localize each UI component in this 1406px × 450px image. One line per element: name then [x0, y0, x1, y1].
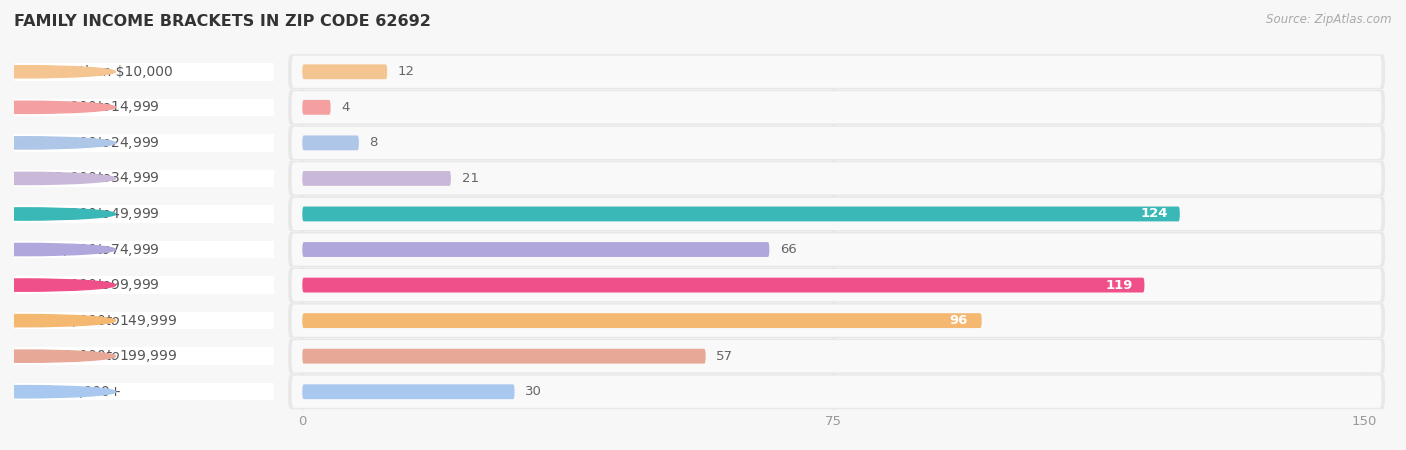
FancyBboxPatch shape	[302, 100, 330, 115]
Text: $25,000 to $34,999: $25,000 to $34,999	[45, 171, 160, 186]
FancyBboxPatch shape	[302, 313, 981, 328]
Text: 96: 96	[949, 314, 967, 327]
Text: $35,000 to $49,999: $35,000 to $49,999	[45, 206, 160, 222]
Circle shape	[0, 172, 115, 184]
Text: $15,000 to $24,999: $15,000 to $24,999	[45, 135, 160, 151]
Text: $150,000 to $199,999: $150,000 to $199,999	[45, 348, 177, 364]
Circle shape	[0, 315, 115, 327]
FancyBboxPatch shape	[1135, 208, 1174, 220]
FancyBboxPatch shape	[1099, 279, 1139, 291]
Circle shape	[0, 66, 115, 78]
FancyBboxPatch shape	[291, 340, 1382, 372]
Circle shape	[0, 350, 115, 362]
FancyBboxPatch shape	[291, 234, 1382, 266]
FancyBboxPatch shape	[302, 349, 706, 364]
FancyBboxPatch shape	[291, 269, 1382, 301]
FancyBboxPatch shape	[288, 161, 1385, 196]
FancyBboxPatch shape	[288, 268, 1385, 302]
Circle shape	[0, 279, 115, 291]
Circle shape	[0, 208, 115, 220]
FancyBboxPatch shape	[291, 56, 1382, 88]
FancyBboxPatch shape	[288, 197, 1385, 231]
FancyBboxPatch shape	[291, 376, 1382, 408]
Text: 30: 30	[526, 385, 543, 398]
FancyBboxPatch shape	[302, 64, 387, 79]
FancyBboxPatch shape	[941, 315, 976, 326]
Text: $50,000 to $74,999: $50,000 to $74,999	[45, 242, 160, 257]
Circle shape	[0, 101, 115, 113]
FancyBboxPatch shape	[288, 54, 1385, 89]
Text: $10,000 to $14,999: $10,000 to $14,999	[45, 99, 160, 115]
FancyBboxPatch shape	[302, 135, 359, 150]
FancyBboxPatch shape	[288, 90, 1385, 125]
Text: 119: 119	[1105, 279, 1133, 292]
Text: Source: ZipAtlas.com: Source: ZipAtlas.com	[1267, 14, 1392, 27]
FancyBboxPatch shape	[291, 305, 1382, 337]
FancyBboxPatch shape	[288, 374, 1385, 409]
FancyBboxPatch shape	[302, 384, 515, 399]
Circle shape	[0, 386, 115, 398]
Text: $100,000 to $149,999: $100,000 to $149,999	[45, 313, 177, 328]
Circle shape	[0, 137, 115, 149]
FancyBboxPatch shape	[302, 242, 769, 257]
Text: Less than $10,000: Less than $10,000	[45, 65, 173, 79]
Text: $75,000 to $99,999: $75,000 to $99,999	[45, 277, 160, 293]
Text: 12: 12	[398, 65, 415, 78]
Text: 124: 124	[1140, 207, 1168, 220]
FancyBboxPatch shape	[302, 278, 1144, 292]
FancyBboxPatch shape	[302, 207, 1180, 221]
FancyBboxPatch shape	[291, 198, 1382, 230]
FancyBboxPatch shape	[291, 162, 1382, 194]
Text: 4: 4	[342, 101, 350, 114]
Text: FAMILY INCOME BRACKETS IN ZIP CODE 62692: FAMILY INCOME BRACKETS IN ZIP CODE 62692	[14, 14, 430, 28]
Text: 57: 57	[716, 350, 734, 363]
Text: 21: 21	[461, 172, 478, 185]
Text: $200,000+: $200,000+	[45, 385, 122, 399]
FancyBboxPatch shape	[291, 91, 1382, 123]
FancyBboxPatch shape	[288, 232, 1385, 267]
Text: 66: 66	[780, 243, 797, 256]
FancyBboxPatch shape	[288, 339, 1385, 374]
FancyBboxPatch shape	[288, 303, 1385, 338]
FancyBboxPatch shape	[291, 127, 1382, 159]
Text: 8: 8	[370, 136, 378, 149]
FancyBboxPatch shape	[302, 171, 451, 186]
FancyBboxPatch shape	[288, 126, 1385, 160]
Circle shape	[0, 243, 115, 256]
